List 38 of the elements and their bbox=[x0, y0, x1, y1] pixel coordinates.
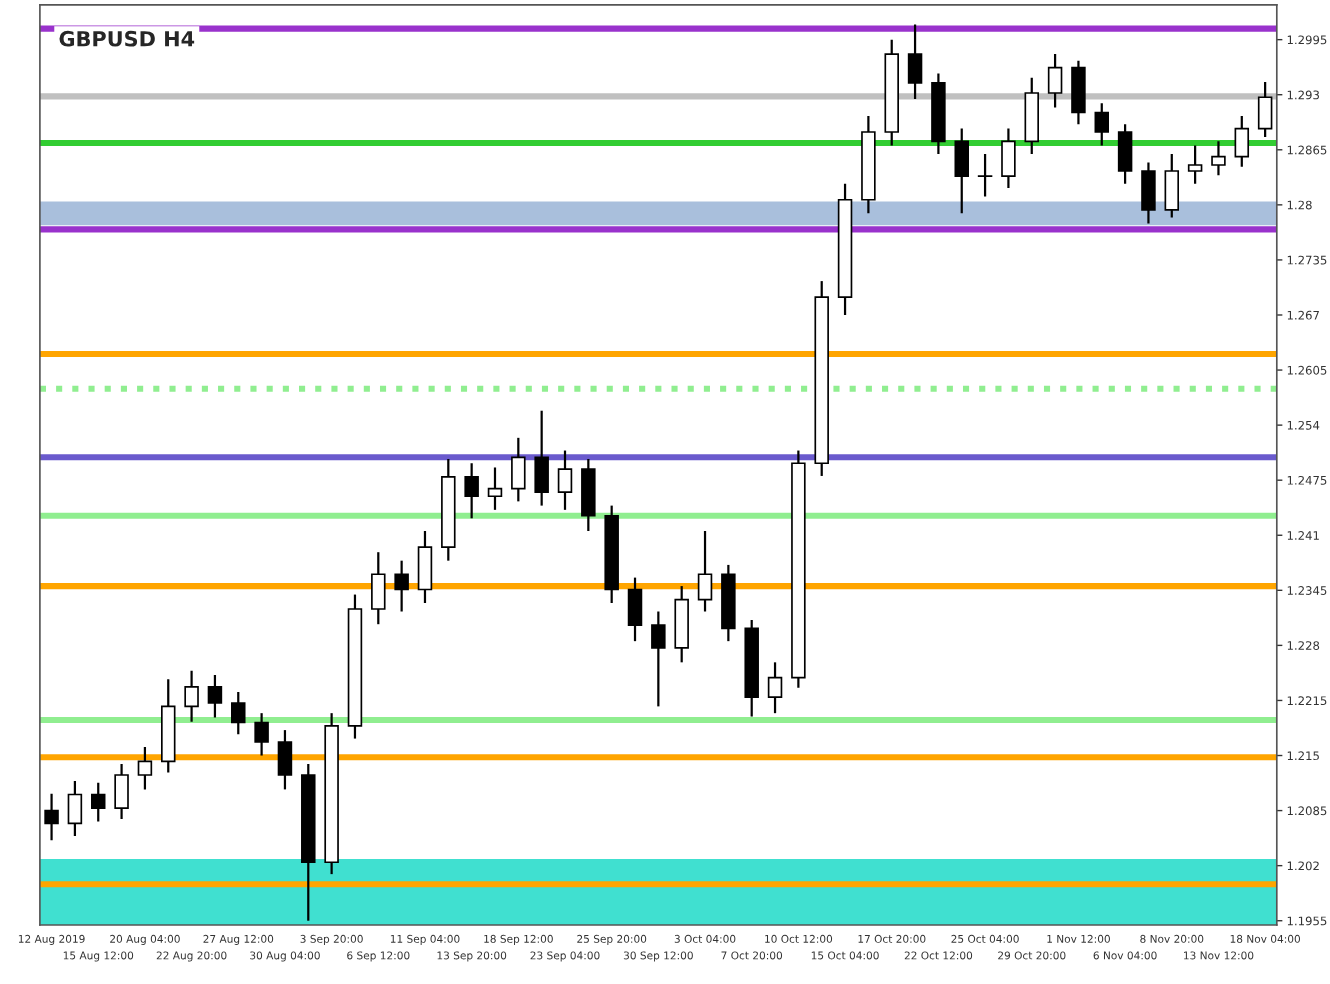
candlestick bbox=[697, 529, 713, 613]
candlestick bbox=[231, 690, 246, 736]
candlestick bbox=[137, 745, 153, 791]
candlestick bbox=[44, 792, 59, 842]
candlestick bbox=[1211, 140, 1226, 177]
candlestick bbox=[1234, 114, 1250, 168]
candlestick bbox=[581, 457, 596, 533]
candlestick bbox=[207, 673, 223, 719]
candlestick bbox=[1001, 127, 1016, 190]
candlestick bbox=[417, 529, 433, 605]
candlestick bbox=[1141, 161, 1156, 225]
candlestick bbox=[277, 729, 293, 791]
candlestick bbox=[1257, 80, 1273, 139]
candlestick bbox=[254, 712, 269, 757]
candlestick bbox=[1047, 52, 1063, 109]
candlestick bbox=[184, 669, 199, 723]
candlestick bbox=[954, 127, 969, 215]
candlestick bbox=[1071, 59, 1086, 126]
candlestick bbox=[534, 409, 549, 507]
candlestick bbox=[1187, 144, 1203, 185]
candlestick bbox=[394, 559, 409, 613]
candlestick bbox=[464, 462, 479, 520]
candlestick bbox=[651, 610, 666, 708]
candlestick bbox=[907, 23, 923, 101]
candlestick bbox=[1117, 123, 1133, 185]
text: GBPUSD H4 bbox=[59, 30, 195, 47]
candlestick bbox=[114, 762, 129, 821]
candlestick bbox=[1094, 102, 1110, 147]
candlestick bbox=[371, 551, 386, 626]
candlestick bbox=[487, 466, 503, 511]
candlestick bbox=[90, 781, 106, 823]
candlestick bbox=[767, 661, 783, 715]
candlestick bbox=[557, 449, 573, 511]
candlestick bbox=[627, 576, 643, 643]
candlestick bbox=[1164, 152, 1180, 219]
candlestick bbox=[511, 436, 526, 503]
candlestick bbox=[977, 152, 993, 198]
candlestick bbox=[67, 779, 83, 838]
